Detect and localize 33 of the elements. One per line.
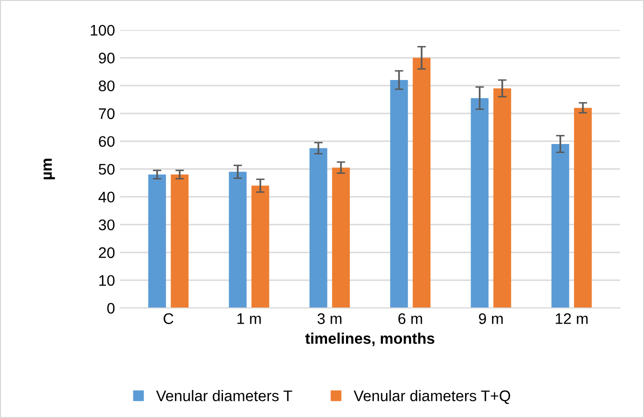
x-tick-label: 6 m (398, 313, 422, 324)
x-tick-label: 1 m (237, 313, 261, 324)
x-axis-title: timelines, months (305, 332, 434, 346)
bar (148, 174, 166, 308)
y-tick-label: 30 (98, 219, 115, 230)
y-tick-label: 50 (98, 164, 115, 175)
bar (412, 58, 430, 308)
bar (332, 168, 350, 308)
y-tick-label: 100 (90, 24, 115, 36)
x-tick-label: 3 m (318, 313, 342, 324)
bar (170, 174, 189, 308)
y-tick-label: 0 (107, 302, 115, 314)
y-tick-label: 70 (98, 108, 115, 120)
bar (574, 108, 592, 308)
bar (390, 80, 408, 308)
y-tick-label: 20 (98, 247, 115, 258)
bar (228, 172, 247, 308)
bar (251, 186, 270, 308)
y-tick-label: 40 (98, 192, 115, 202)
bar (551, 144, 570, 308)
y-axis-title: µm (44, 158, 55, 180)
x-tick-label: 12 m (556, 313, 588, 324)
y-tick-label: 10 (99, 275, 115, 286)
x-tick-label: 9 m (478, 313, 503, 324)
y-tick-label: 90 (98, 52, 115, 64)
legend-label: Venular diameters T (156, 390, 292, 402)
x-tick-label: C (164, 313, 174, 324)
bar (470, 98, 489, 308)
y-tick-label: 80 (98, 80, 115, 92)
y-tick-label: 60 (98, 136, 115, 147)
bar (310, 148, 328, 308)
legend-label: Venular diameters T+Q (354, 390, 510, 404)
bar (493, 88, 512, 308)
